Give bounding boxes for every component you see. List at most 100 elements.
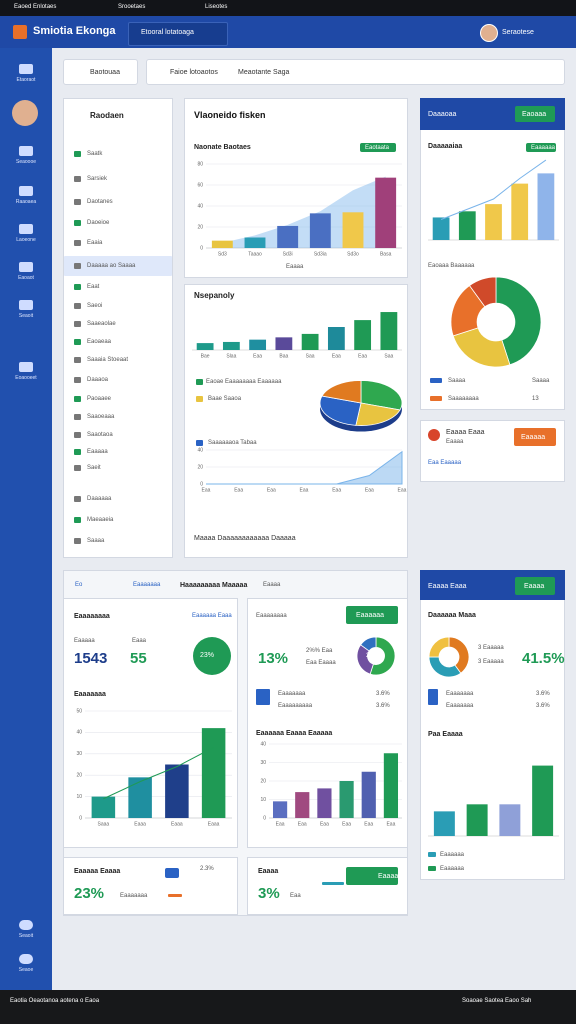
nav-item[interactable]: Saaeaolae xyxy=(87,321,116,327)
label: Eaaaaaaa xyxy=(74,691,106,698)
nav-item[interactable]: Saeit xyxy=(87,465,101,471)
nav-item[interactable]: Eaoaeaa xyxy=(87,339,112,345)
bar xyxy=(128,777,152,818)
button[interactable] xyxy=(514,428,556,446)
label: 41.5% xyxy=(522,650,565,667)
legend-chip xyxy=(428,852,436,857)
tick-label: Eaa xyxy=(332,487,341,493)
nav-item[interactable]: Eaaia xyxy=(87,240,103,246)
bar xyxy=(433,811,455,836)
bar xyxy=(295,792,310,818)
label: Eaaaaa Eaaaa xyxy=(74,868,121,875)
bar xyxy=(327,327,345,350)
tick-label: 40 xyxy=(197,203,203,209)
label[interactable]: Faioe lotoaotos xyxy=(170,69,218,76)
label: Eaaaa Eaaa xyxy=(428,583,467,590)
label: Eaaaaaa xyxy=(440,866,465,872)
button[interactable]: Eaaaa xyxy=(524,583,545,590)
line xyxy=(103,746,214,800)
sidebar-item[interactable]: Etaoraot xyxy=(16,77,36,83)
sidebar xyxy=(0,48,52,990)
bar xyxy=(196,343,214,350)
sidebar-item[interactable]: Laoeone xyxy=(16,237,36,243)
label[interactable]: Meaotante Saga xyxy=(238,69,290,76)
chart xyxy=(356,636,396,676)
nav-item[interactable]: Eaaaaa xyxy=(87,449,108,455)
sidebar-icon xyxy=(19,954,33,964)
chart: Bae Slaa Eaa Baa Saa Eaa Eaa Saa xyxy=(192,312,402,359)
sidebar-item[interactable]: Eoaooeet xyxy=(15,375,37,381)
nav-item[interactable]: Eaat xyxy=(87,284,100,290)
nav-item[interactable]: Saaotaoa xyxy=(87,432,113,438)
sidebar-item[interactable]: Raaoaea xyxy=(15,199,37,205)
legend-chip xyxy=(196,379,203,385)
nav-item[interactable]: Daotanes xyxy=(87,199,113,205)
tick-label: Eaaa xyxy=(134,821,146,827)
button[interactable] xyxy=(346,867,398,885)
button[interactable] xyxy=(515,577,555,595)
sidebar-icon xyxy=(19,146,33,156)
tick-label: Eaa xyxy=(202,487,211,493)
nav-item[interactable]: Daaaaa ao Saaaa xyxy=(87,263,136,269)
sidebar-item[interactable]: Seaoooe xyxy=(15,159,37,165)
tick-label: 30 xyxy=(260,760,266,766)
nav-item[interactable]: Paoaaee xyxy=(87,396,112,402)
search-box[interactable] xyxy=(146,59,565,85)
nav-item[interactable]: Maeaaeia xyxy=(87,517,114,523)
sidebar-item[interactable]: Seaoit xyxy=(18,313,34,319)
nav-item[interactable]: Sarsiek xyxy=(87,176,108,182)
nav-item[interactable]: Saatk xyxy=(87,151,103,157)
sidebar-item[interactable]: Seaoit xyxy=(18,933,34,939)
tab[interactable]: Srooetaes xyxy=(118,4,146,10)
button[interactable]: Etooral lotatoaga xyxy=(141,29,194,36)
sidebar-item[interactable]: Eaoaot xyxy=(18,275,34,281)
label: 3.6% xyxy=(536,691,550,697)
bar xyxy=(339,781,354,818)
tick-label: 60 xyxy=(197,182,203,188)
button[interactable] xyxy=(515,106,555,122)
label[interactable]: Baotouaa xyxy=(90,69,120,76)
bar xyxy=(499,804,521,836)
nav-item[interactable]: Saeoi xyxy=(87,303,103,309)
bar xyxy=(511,183,529,240)
nav-item[interactable]: Saaaia Stoeaat xyxy=(87,357,129,363)
button[interactable]: Eaaaaa xyxy=(521,434,546,441)
kpi-circle xyxy=(193,637,231,675)
slice xyxy=(452,327,511,368)
nav-item[interactable]: Daaaaaa xyxy=(87,496,112,502)
tab[interactable]: Haaaaaaaaa Maaaaa xyxy=(180,582,248,589)
label: Raodaen xyxy=(90,111,124,120)
label: Eaaaa xyxy=(446,439,464,445)
button[interactable] xyxy=(346,606,398,624)
tick-label: 10 xyxy=(76,794,82,800)
alert-icon xyxy=(428,429,440,441)
nav-item[interactable]: Saaoeaaa xyxy=(87,414,115,420)
nav-item[interactable]: Saaaa xyxy=(87,538,105,544)
header-button[interactable] xyxy=(128,22,228,46)
button[interactable]: Eaaaa xyxy=(378,873,399,880)
sidebar-item[interactable]: Seaoe xyxy=(18,967,34,973)
nav-panel xyxy=(63,98,173,558)
tick-label: Eaa xyxy=(276,821,285,827)
nav-item[interactable]: Daaaoa xyxy=(87,377,109,383)
tab[interactable]: Eo xyxy=(75,582,83,588)
label: Eaotia Oeaotanoa aotena o Eaoa xyxy=(10,998,100,1004)
tab[interactable]: Eaaaaaaa xyxy=(133,582,161,588)
nav-icon xyxy=(74,432,81,438)
label: Vlaoneido fisken xyxy=(194,110,266,120)
tick-label: Slaa xyxy=(226,353,236,359)
tab[interactable]: Liseotes xyxy=(205,4,228,10)
tick-label: 10 xyxy=(260,797,266,803)
bar-icon xyxy=(168,894,182,897)
label: Eaa Eaaaa xyxy=(306,660,336,666)
nav-item[interactable]: Daoeioe xyxy=(87,220,110,226)
button[interactable]: Eaoaaa xyxy=(522,111,547,118)
label: Eaaaa Eaaa xyxy=(446,429,485,436)
filter-box[interactable] xyxy=(63,59,138,85)
label: Eaaaa xyxy=(258,868,279,875)
nav-icon xyxy=(74,220,81,226)
label: Daaaoaa xyxy=(428,111,457,118)
button[interactable]: Eaaaaaa xyxy=(356,612,385,619)
link[interactable]: Eaaaaaa Eaaa xyxy=(192,613,232,619)
tab[interactable]: Eaaaa xyxy=(263,582,281,588)
